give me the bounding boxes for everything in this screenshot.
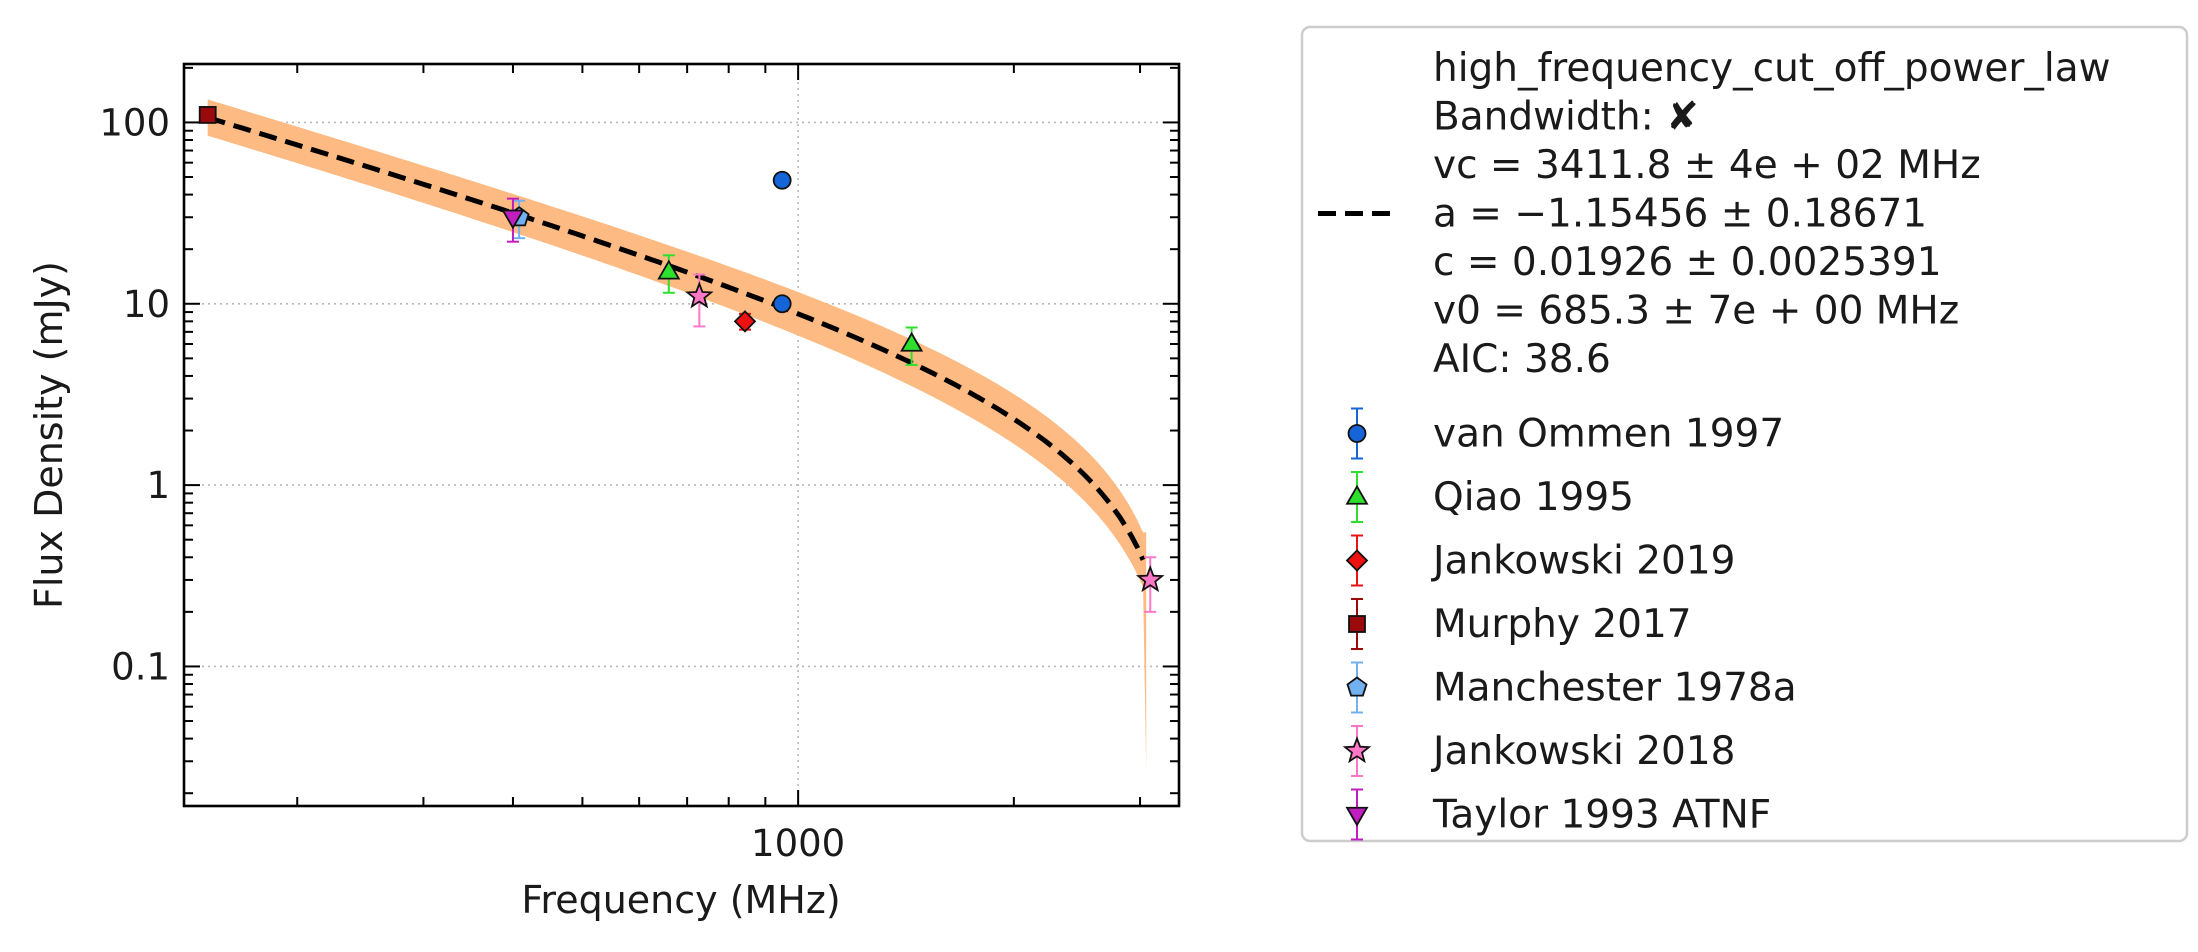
legend-swatch-marker: [1347, 424, 1367, 443]
data-point-marker: [1135, 564, 1165, 593]
y-tick-label: 10: [123, 283, 170, 326]
legend-swatch: [1346, 661, 1368, 714]
legend-swatch-marker: [1345, 549, 1369, 572]
legend-entry-label: van Ommen 1997: [1433, 412, 1784, 457]
legend-entry-label: Taylor 1993 ATNF: [1432, 793, 1771, 838]
legend-swatch: [1345, 788, 1369, 841]
x-axis-title: Frequency (MHz): [521, 878, 840, 922]
legend-swatch-marker: [1346, 676, 1368, 697]
legend-entry-label: Qiao 1995: [1433, 475, 1634, 520]
legend-fit-text-line: AIC: 38.6: [1433, 337, 1611, 382]
y-axis-title: Flux Density (mJy): [27, 261, 71, 609]
series-taylor-1993-atnf: [501, 197, 525, 243]
y-tick-label: 0.1: [111, 645, 170, 688]
series-jankowski-2018: [685, 273, 1165, 613]
legend-swatch-marker: [1345, 806, 1369, 827]
legend-fit-text-line: c = 0.01926 ± 0.0025391: [1433, 240, 1942, 285]
data-point-marker: [772, 170, 792, 190]
series-qiao-1995: [657, 254, 924, 366]
legend-fit-text-line: a = −1.15456 ± 0.18671: [1433, 192, 1927, 237]
series-jankowski-2019: [733, 310, 757, 333]
legend-swatch-marker: [1348, 615, 1366, 633]
fit-uncertainty-band: [207, 99, 1147, 770]
data-point-marker: [657, 259, 681, 280]
legend-frame: [1300, 25, 2189, 843]
legend-swatch-marker: [1345, 484, 1369, 505]
legend-swatch: [1348, 598, 1366, 650]
legend-swatch: [1342, 725, 1372, 777]
legend-fit-text-line: high_frequency_cut_off_power_law: [1433, 46, 2111, 91]
data-point-marker: [685, 281, 714, 309]
plot-frame: [182, 62, 1181, 808]
ticks-layer: 1000 0.1 1 10 100: [99, 64, 1179, 865]
legend-entry-label: Murphy 2017: [1433, 602, 1692, 647]
y-tick-label: 1: [146, 464, 170, 507]
fit-line-layer: [206, 115, 1146, 561]
fit-band-layer: [207, 99, 1147, 770]
series-murphy-2017: [198, 106, 217, 124]
data-point-marker: [900, 331, 924, 352]
legend-entry-label: Jankowski 2019: [1430, 539, 1735, 584]
legend-fit-text-line: Bandwidth: ✘: [1433, 95, 1699, 140]
fit-line: [206, 115, 1146, 561]
y-tick-label: 100: [99, 101, 170, 144]
legend-swatch-marker: [1342, 735, 1372, 764]
legend-swatch: [1345, 471, 1369, 523]
legend-entry-label: Manchester 1978a: [1433, 666, 1797, 711]
data-point-marker: [733, 310, 757, 333]
data-point-marker: [198, 106, 217, 124]
series-van-ommen-1997: [772, 170, 792, 314]
legend-fit-text-line: vc = 3411.8 ± 4e + 02 MHz: [1433, 143, 1981, 188]
x-tick-label: 1000: [751, 822, 845, 865]
legend-fit-text-line: v0 = 685.3 ± 7e + 00 MHz: [1433, 289, 1959, 334]
legend-swatch: [1347, 407, 1367, 460]
legend-entry-label: Jankowski 2018: [1430, 729, 1735, 774]
data-points-layer: [198, 106, 1165, 613]
data-point-marker: [501, 209, 525, 230]
legend-swatch: [1345, 534, 1369, 587]
legend: high_frequency_cut_off_power_lawBandwidt…: [1300, 25, 2189, 843]
grid-layer: [184, 64, 1179, 806]
data-point-marker: [772, 294, 792, 314]
